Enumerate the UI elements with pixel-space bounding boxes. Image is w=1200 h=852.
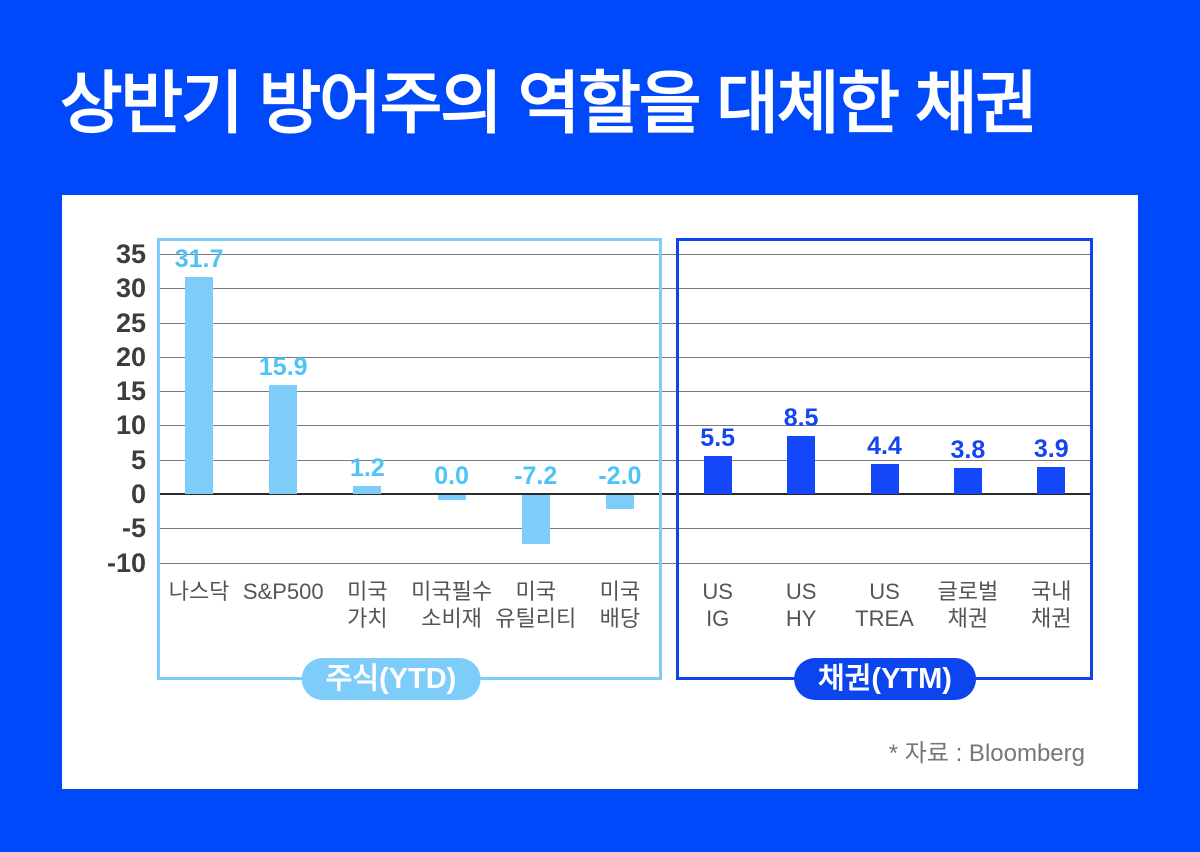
bar [703,456,732,494]
bar [185,276,214,494]
bar-value-label: 31.7 [174,244,224,273]
page-title: 상반기 방어주의 역할을 대체한 채권 [60,66,1038,142]
category-label: S&P500 [242,579,324,604]
bar-value-label: 8.5 [783,403,819,432]
y-axis-tick: 35 [115,239,146,269]
source-note: * 자료 : Bloomberg [888,740,1085,767]
y-axis-tick: 5 [130,444,146,475]
y-axis-tick: 25 [115,307,146,338]
y-axis-tick: 20 [115,341,146,372]
gridline [157,322,1093,324]
bar [437,495,466,500]
bar-value-label: 1.2 [350,453,385,482]
y-axis-tick: 10 [115,410,146,441]
category-label: 국내 채권 [1031,579,1072,631]
y-axis-tick: -10 [106,547,146,578]
bar-value-label: 15.9 [258,352,308,381]
bar [870,463,899,494]
bar-value-label: -2.0 [598,462,642,490]
y-axis-tick: 0 [130,479,146,509]
bar-value-label: 3.8 [950,435,986,464]
category-label: 미국 유틸리티 [495,579,577,631]
category-label: 글로벌 채권 [937,579,999,631]
bar-value-label: 4.4 [867,431,902,460]
gridline [157,459,1093,461]
bar-value-label: 3.9 [1033,435,1069,464]
bar [1037,467,1066,494]
category-label: US IG [702,579,733,631]
gridline [157,356,1093,358]
gridline [157,391,1093,393]
stocks-ytd-badge: 주식(YTD) [301,658,481,700]
category-label: 나스닥 [168,579,230,604]
bar-value-label: 5.5 [700,424,736,453]
category-label: US TREA [855,579,914,631]
gridline [157,528,1093,530]
category-label: 미국필수 소비재 [411,579,493,631]
gridline [157,425,1093,427]
gridline [157,288,1093,290]
gridline [157,562,1093,564]
bar [605,495,634,509]
bonds-ytm-badge: 채권(YTM) [794,658,976,700]
bar [953,467,982,494]
category-label: 미국 가치 [347,579,388,631]
bar [269,384,298,494]
bar [787,435,816,494]
y-axis-tick: -5 [121,513,146,544]
zero-line [157,493,1093,495]
bar-chart: 35 30 25 20 15 10 5 0 -5 -10 31.7 나스닥 15.9 S&P500 1.2 미… [62,195,1138,789]
bar-value-label: 0.0 [434,462,469,490]
category-label: 미국 배당 [599,579,641,631]
bar-value-label: -7.2 [514,462,558,490]
gridline [157,254,1093,255]
chart-card: 35 30 25 20 15 10 5 0 -5 -10 31.7 나스닥 15.9 S&P500 1.2 미… [62,195,1138,789]
y-axis-tick: 30 [115,273,146,304]
category-label: US HY [785,579,817,631]
bar [521,495,550,545]
y-axis-tick: 15 [115,376,146,407]
bar [353,485,382,494]
